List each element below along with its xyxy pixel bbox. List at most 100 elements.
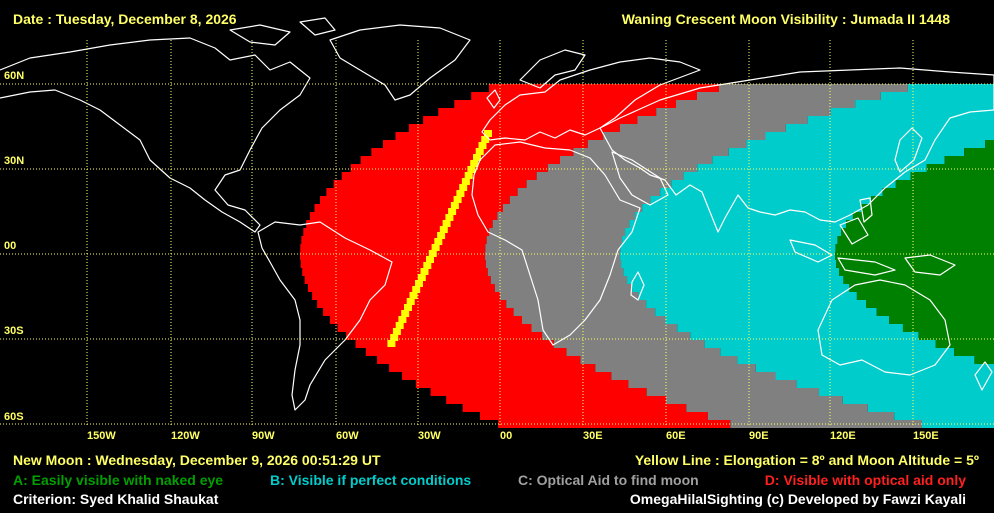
zone-b-band (638, 292, 857, 300)
coast-arctic-islands (229, 17, 336, 46)
yellow-line-segment (481, 136, 490, 143)
zone-a-band (856, 292, 994, 300)
yellow-line-segment (387, 340, 396, 347)
yellow-line-segment (415, 280, 423, 287)
zone-d-band (300, 260, 486, 268)
zone-c-band (536, 172, 684, 180)
zone-c-band (489, 228, 626, 236)
coast-greenland (329, 24, 471, 101)
zone-d-band (337, 324, 532, 332)
zone-d-band (471, 92, 697, 100)
lat-label-30n: 30N (4, 155, 25, 167)
yellow-line-segment (439, 226, 448, 233)
zone-b-band (620, 252, 836, 260)
zone-d-band (346, 332, 543, 340)
zone-a-band (964, 148, 994, 156)
yellow-line-segment (409, 292, 418, 299)
zone-d-band (304, 276, 491, 284)
yellow-line-segment (420, 268, 429, 275)
zone-d-band (488, 84, 719, 92)
zone-d-band (300, 252, 486, 260)
zone-b-band (796, 380, 994, 388)
zone-a-band (846, 220, 994, 228)
zone-b-band (894, 412, 994, 420)
zone-d-band (438, 108, 657, 116)
yellow-line-label: Yellow Line : Elongation = 8º and Moon A… (634, 452, 979, 468)
criterion-label: Criterion: Syed Khalid Shaukat (13, 491, 219, 507)
zone-a-band (871, 196, 994, 204)
zone-b-band (775, 372, 994, 380)
coast-australia (817, 279, 951, 376)
yellow-line (387, 130, 492, 347)
zone-a-band (843, 276, 994, 284)
zone-c-band (676, 100, 856, 108)
zone-b-band (785, 124, 994, 132)
zone-c-band (718, 84, 908, 92)
yellow-line-segment (473, 154, 481, 161)
zone-c-band (619, 124, 786, 132)
zone-c-band (490, 276, 628, 284)
zone-c-band (517, 188, 661, 196)
zone-c-band (486, 236, 623, 244)
zone-a-band (926, 164, 994, 172)
lat-label-60n: 60N (4, 70, 25, 82)
zone-b-band (665, 316, 890, 324)
zone-c-band (696, 92, 881, 100)
zone-b-band (842, 396, 994, 404)
zone-b-band (728, 148, 965, 156)
zone-b-band (737, 356, 975, 364)
zone-c-band (547, 164, 698, 172)
zone-b-band (642, 204, 862, 212)
zone-c-band (611, 372, 776, 380)
zone-a-band (866, 300, 994, 308)
lon-label-30w: 30W (418, 430, 441, 442)
new-moon-label: New Moon : Wednesday, December 9, 2026 0… (13, 452, 381, 468)
yellow-line-segment (484, 130, 492, 137)
zone-a-band (918, 332, 994, 340)
zone-b-band (746, 140, 986, 148)
lat-label-60s: 60S (4, 411, 24, 423)
zone-b-band (907, 84, 994, 92)
zone-d-band (323, 308, 514, 316)
zone-c-band (542, 332, 691, 340)
yellow-line-segment (448, 208, 457, 215)
zone-d-band (498, 420, 731, 428)
zone-a-band (974, 356, 994, 364)
zone-b-band (807, 116, 994, 124)
zone-d-band (302, 268, 488, 276)
legend-b: B: Visible if perfect conditions (270, 472, 472, 488)
zone-b-band (627, 276, 844, 284)
credit-label: OmegaHilalSighting (c) Developed by Fawz… (629, 491, 966, 507)
zone-b-band (646, 300, 867, 308)
zone-d-band (454, 100, 677, 108)
lon-label-150w: 150W (87, 430, 116, 442)
zone-d-band (377, 356, 581, 364)
zone-b-band (635, 212, 853, 220)
zone-d-band (326, 188, 518, 196)
zone-b-band (655, 308, 877, 316)
zone-b-band (867, 404, 994, 412)
zone-d-band (462, 404, 687, 412)
zone-a-band (841, 228, 994, 236)
yellow-line-segment (470, 160, 479, 167)
zone-b-band (683, 172, 911, 180)
yellow-line-segment (426, 256, 434, 263)
zone-b-band (625, 228, 842, 236)
zone-c-band (487, 268, 624, 276)
lon-label-150e: 150E (913, 430, 939, 442)
zone-c-band (686, 404, 868, 412)
zone-a-band (954, 348, 994, 356)
zone-b-band (623, 268, 840, 276)
yellow-line-segment (398, 316, 407, 323)
yellow-line-segment (437, 232, 446, 239)
yellow-line-segment (456, 190, 465, 197)
zone-b-band (765, 132, 994, 140)
coast-europe (481, 57, 701, 141)
zone-c-band (494, 284, 633, 292)
zone-b-band (622, 236, 838, 244)
zone-d-band (333, 180, 527, 188)
yellow-line-segment (392, 328, 401, 335)
date-label: Date : Tuesday, December 8, 2026 (13, 11, 237, 27)
